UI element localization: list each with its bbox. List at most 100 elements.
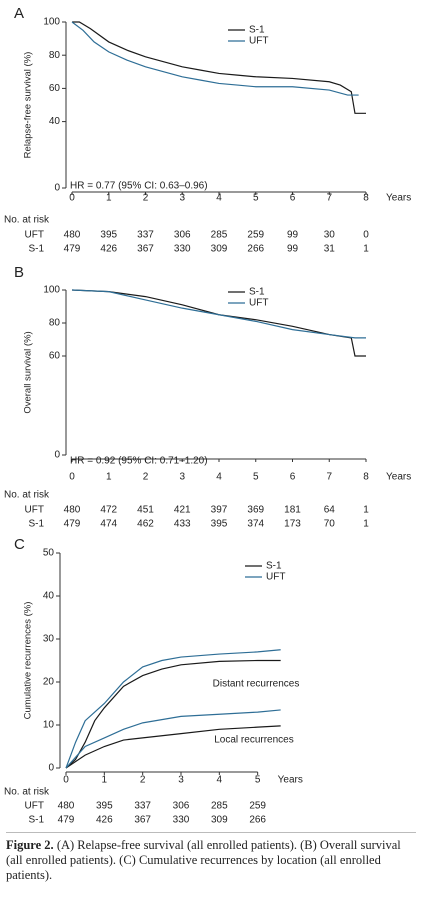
risk-count: 64 (324, 505, 336, 516)
risk-count: 99 (287, 244, 299, 255)
y-tick-label: 80 (49, 50, 61, 61)
risk-count: 462 (137, 519, 154, 530)
risk-count: 369 (247, 505, 264, 516)
risk-row-label: S-1 (28, 815, 44, 826)
x-tick-label: 0 (63, 775, 69, 786)
legend-label: UFT (266, 572, 285, 583)
risk-count: 259 (247, 230, 264, 241)
y-tick-label: 40 (49, 116, 61, 127)
x-tick-label: 4 (217, 775, 223, 786)
risk-row-label: UFT (25, 230, 44, 241)
y-tick-label: 0 (48, 763, 54, 774)
y-tick-label: 0 (54, 450, 60, 461)
risk-count: 479 (64, 519, 81, 530)
risk-count: 367 (134, 815, 151, 826)
x-tick-label: 1 (106, 472, 112, 483)
x-axis-label: Years (278, 775, 303, 786)
risk-count: 99 (287, 230, 299, 241)
risk-count: 395 (211, 519, 228, 530)
x-tick-label: 5 (253, 472, 259, 483)
x-tick-label: 4 (216, 193, 222, 204)
curve (65, 709, 281, 769)
y-axis-label: Cumulative recurrences (%) (23, 602, 34, 720)
risk-count: 330 (173, 815, 190, 826)
x-tick-label: 5 (255, 775, 261, 786)
curve (65, 659, 281, 769)
x-axis-label: Years (386, 193, 411, 204)
y-tick-label: 100 (43, 17, 60, 28)
caption-text: (A) Relapse-free survival (all enrolled … (6, 838, 401, 882)
x-tick-label: 7 (326, 193, 332, 204)
risk-count: 451 (137, 505, 154, 516)
y-tick-label: 50 (43, 548, 55, 559)
x-tick-label: 5 (253, 193, 259, 204)
x-tick-label: 3 (179, 193, 185, 204)
x-tick-label: 0 (69, 472, 75, 483)
risk-count: 480 (64, 230, 81, 241)
y-tick-label: 0 (54, 183, 60, 194)
risk-row-label: UFT (25, 801, 44, 812)
y-axis-label: Relapse-free survival (%) (23, 52, 34, 159)
risk-count: 285 (211, 801, 228, 812)
y-axis-label: Overall survival (%) (23, 331, 34, 413)
panel-label: C (14, 536, 25, 553)
risk-count: 309 (211, 815, 228, 826)
risk-count: 306 (174, 230, 191, 241)
y-tick-label: 100 (43, 285, 60, 296)
legend-label: S-1 (266, 561, 282, 572)
annotation: HR = 0.92 (95% CI: 0.71–1.20) (70, 456, 208, 467)
risk-count: 421 (174, 505, 191, 516)
risk-count: 337 (137, 230, 154, 241)
annotation: Local recurrences (214, 735, 293, 746)
curve (65, 649, 281, 769)
risk-count: 472 (100, 505, 117, 516)
risk-count: 397 (211, 505, 228, 516)
y-tick-label: 10 (43, 720, 55, 731)
risk-count: 266 (247, 244, 264, 255)
panel-label: B (14, 264, 24, 281)
risk-row-label: S-1 (28, 244, 44, 255)
risk-count: 1 (363, 244, 369, 255)
risk-count: 181 (284, 505, 301, 516)
y-tick-label: 30 (43, 634, 55, 645)
y-tick-label: 60 (49, 351, 61, 362)
risk-count: 374 (247, 519, 264, 530)
risk-count: 367 (137, 244, 154, 255)
risk-count: 70 (324, 519, 336, 530)
curve (72, 21, 366, 114)
risk-count: 0 (363, 230, 369, 241)
risk-count: 337 (134, 801, 151, 812)
x-tick-label: 1 (102, 775, 108, 786)
x-tick-label: 1 (106, 193, 112, 204)
y-tick-label: 40 (43, 591, 55, 602)
x-tick-label: 6 (290, 193, 296, 204)
risk-count: 395 (96, 801, 113, 812)
y-tick-label: 20 (43, 677, 55, 688)
risk-row-label: UFT (25, 505, 44, 516)
risk-count: 480 (58, 801, 75, 812)
x-tick-label: 4 (216, 472, 222, 483)
risk-count: 306 (173, 801, 190, 812)
curve (71, 289, 366, 339)
risk-count: 330 (174, 244, 191, 255)
caption-label: Figure 2. (6, 838, 54, 852)
curve (71, 21, 359, 96)
annotation: Distant recurrences (213, 679, 300, 690)
risk-count: 266 (249, 815, 266, 826)
divider (6, 832, 416, 833)
legend-label: S-1 (249, 287, 265, 298)
risk-row-label: S-1 (28, 519, 44, 530)
annotation: HR = 0.77 (95% CI: 0.63–0.96) (70, 181, 208, 192)
risk-count: 259 (249, 801, 266, 812)
y-tick-label: 80 (49, 318, 61, 329)
caption: Figure 2. (A) Relapse-free survival (all… (6, 838, 416, 883)
risk-count: 30 (324, 230, 336, 241)
risk-count: 1 (363, 505, 369, 516)
risk-count: 285 (211, 230, 228, 241)
risk-title: No. at risk (4, 787, 50, 798)
curve (71, 289, 366, 357)
legend-label: UFT (249, 36, 268, 47)
risk-count: 433 (174, 519, 191, 530)
